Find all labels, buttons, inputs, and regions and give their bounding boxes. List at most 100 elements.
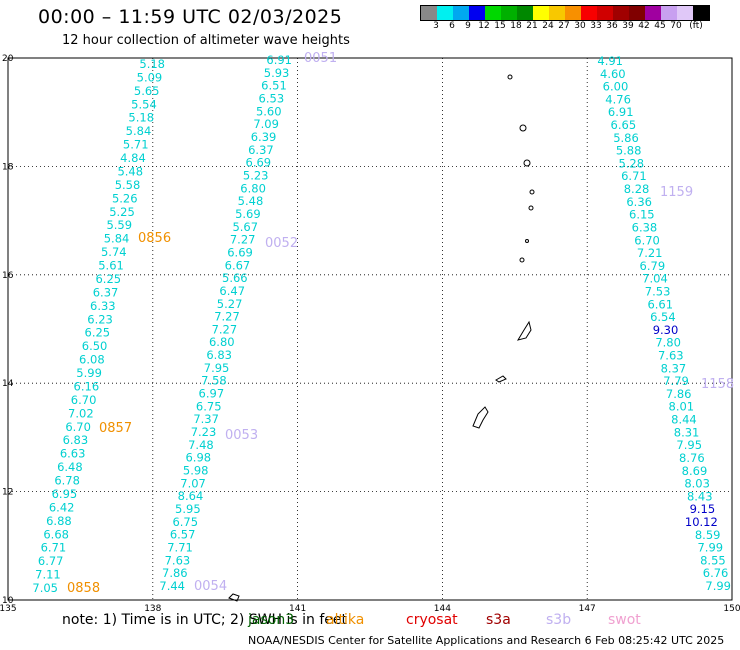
wave-height-value: 5.27 [217,297,243,311]
satellite-legend-jason3: jason3 [248,612,295,628]
scale-swatch [677,6,693,20]
wave-height-value: 6.16 [74,379,100,393]
wave-height-value: 5.86 [613,131,639,145]
wave-height-value: 5.71 [123,138,149,152]
wave-height-value: 6.37 [248,143,274,157]
wave-height-value: 6.36 [626,195,652,209]
island-outline [525,239,529,243]
wave-height-value: 6.33 [90,299,116,313]
wave-height-value: 6.38 [632,220,658,234]
wave-height-value: 5.09 [137,70,163,84]
scale-label: 39 [622,21,634,31]
island-outline [528,205,534,211]
wave-height-value: 8.69 [682,464,708,478]
lat-tick-label: 16 [2,271,14,281]
wave-height-value: 5.18 [128,111,154,125]
wave-height-value: 7.86 [666,387,692,401]
wave-height-value: 6.78 [54,474,80,488]
wave-height-value: 8.55 [700,553,726,567]
wave-height-value: 6.68 [43,527,69,541]
satellite-legend-swot: swot [608,612,641,628]
wave-height-value: 6.83 [206,348,232,362]
wave-height-value: 8.76 [679,451,705,465]
wave-height-value: 6.00 [603,80,629,94]
wave-height-value: 6.54 [650,310,676,324]
wave-height-value: 5.60 [256,104,282,118]
wave-height-value: 7.63 [165,553,191,567]
lat-tick-label: 12 [2,488,13,498]
wave-height-value: 4.76 [605,92,631,106]
wave-height-value: 6.91 [266,53,292,67]
wave-height-value: 6.79 [640,259,666,273]
wave-height-value: 7.48 [188,438,214,452]
wave-height-value: 6.37 [93,285,119,299]
pass-time-label: 0052 [265,236,298,251]
wave-height-value: 6.42 [49,500,75,514]
wave-height-value: 7.23 [191,425,217,439]
scale-swatch [517,6,533,20]
island-outline [529,189,535,195]
wave-height-value: 7.86 [162,566,188,580]
island-outline [472,406,489,429]
wave-height-value: 6.70 [65,420,91,434]
map-frame [7,57,733,601]
wave-height-value: 8.64 [178,489,204,503]
wave-height-value: 5.84 [126,124,152,138]
wave-height-value: 6.65 [611,118,637,132]
wave-height-value: 6.95 [52,487,78,501]
wave-height-value: 5.98 [183,464,209,478]
wave-height-value: 7.05 [32,581,58,595]
scale-swatch [469,6,485,20]
wave-height-value: 6.80 [240,181,266,195]
pass-time-label: 0054 [194,579,227,594]
scale-swatch [437,6,453,20]
wave-height-value: 5.26 [112,191,138,205]
scale-label: 70 [670,21,682,31]
wave-height-value: 7.80 [655,336,681,350]
scale-swatch [485,6,501,20]
wave-height-value: 10.12 [685,515,718,529]
lat-tick-label: 10 [2,596,14,606]
wave-height-value: 6.50 [82,339,108,353]
wave-height-value: 7.04 [642,272,668,286]
wave-height-value: 8.44 [671,413,697,427]
pass-time-label: 0858 [67,581,100,596]
map-title: 00:00 – 11:59 UTC 02/03/2025 [38,6,343,28]
island-outline [519,257,525,263]
wave-height-value: 7.99 [705,579,731,593]
wave-height-value: 8.01 [669,400,695,414]
wave-height-value: 5.99 [76,366,102,380]
wave-height-value: 5.88 [616,144,642,158]
lat-tick-label: 18 [2,162,14,172]
scale-swatch [453,6,469,20]
satellite-legend-s3a: s3a [486,612,511,628]
wave-height-value: 6.51 [261,79,287,93]
wave-height-value: 6.25 [95,272,121,286]
island-outline [516,320,532,341]
wave-height-value: 8.43 [687,489,713,503]
scale-label: 45 [654,21,666,31]
wave-height-value: 6.69 [227,245,253,259]
wave-height-value: 6.75 [172,515,198,529]
wave-height-value: 6.15 [629,208,655,222]
wave-height-value: 7.79 [663,374,689,388]
wave-height-value: 6.75 [196,399,222,413]
lon-tick-label: 147 [579,604,596,614]
scale-label: 24 [542,21,554,31]
wave-height-value: 5.28 [618,156,644,170]
wave-height-value: 8.31 [674,425,700,439]
footer-credit: NOAA/NESDIS Center for Satellite Applica… [248,634,725,647]
wave-height-value: 6.08 [79,353,105,367]
wave-height-value: 6.53 [259,91,285,105]
wave-height-value: 7.71 [167,541,193,555]
wave-height-value: 9.15 [690,502,716,516]
wave-height-value: 7.37 [193,412,219,426]
wave-height-value: 7.95 [204,361,230,375]
wave-height-value: 5.74 [101,245,127,259]
wave-height-value: 5.67 [232,220,258,234]
scale-label: (ft) [689,21,703,31]
scale-label: 12 [478,21,490,31]
wave-height-value: 8.59 [695,528,721,542]
wave-height-value: 6.91 [608,105,634,119]
pass-time-label: 1158 [701,377,734,392]
